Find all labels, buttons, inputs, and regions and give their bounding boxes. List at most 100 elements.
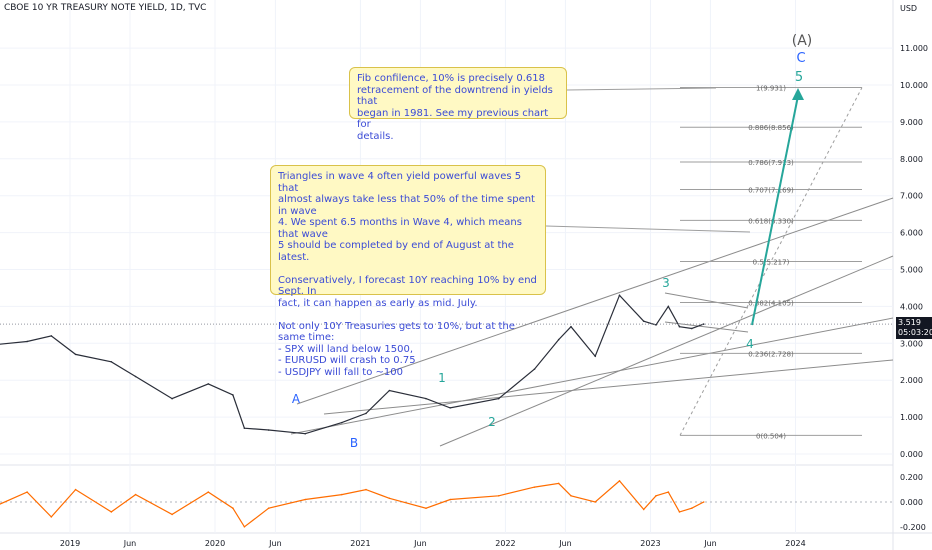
time-tick-label: 2024: [785, 539, 805, 548]
oscillator-point: [449, 498, 452, 501]
oscillator-point: [618, 480, 621, 482]
oscillator-point: [678, 511, 681, 513]
symbol-title: CBOE 10 YR TREASURY NOTE YIELD, 1D, TVC: [4, 3, 207, 13]
oscillator-tick-label: 0.000: [900, 498, 923, 507]
last-price-tag: 3.519 05:03:20: [896, 317, 932, 339]
price-tick-label: 2.000: [900, 376, 923, 385]
price-point: [678, 325, 681, 328]
note-connector: [545, 225, 751, 233]
time-tick-label: Jun: [413, 539, 427, 548]
wave-5-projection: [545, 87, 804, 326]
last-price: 3.519: [898, 318, 921, 327]
time-tick-label: 2020: [205, 539, 225, 548]
fib-level-label: 0.786(7.913): [748, 159, 794, 167]
time-tick-label: 2019: [60, 539, 80, 548]
time-tick-label: Jun: [558, 539, 572, 548]
oscillator-point: [702, 501, 705, 503]
time-tick-label: Jun: [123, 539, 137, 548]
price-point: [74, 353, 77, 356]
fib-confluence-note[interactable]: Fib confilence, 10% is precisely 0.618 r…: [349, 67, 567, 142]
fib-level-label: 0.5(5.217): [753, 258, 790, 266]
oscillator-point: [340, 493, 343, 496]
price-point: [50, 335, 53, 337]
oscillator-point: [594, 501, 597, 503]
oscillator-point: [425, 507, 427, 510]
price-tick-label: 7.000: [900, 192, 923, 201]
oscillator-point: [690, 507, 693, 510]
oscillator-point: [304, 498, 307, 501]
wave-label: 1: [438, 371, 446, 385]
oscillator-pane: [0, 480, 893, 528]
oscillator-point: [232, 507, 234, 510]
oscillator-point: [365, 488, 367, 491]
wave-label: 5: [795, 70, 803, 85]
price-point: [171, 397, 173, 400]
price-point: [570, 325, 572, 328]
projection-arrow-line: [751, 95, 799, 326]
wave-label: A: [292, 392, 301, 406]
oscillator-point: [642, 508, 645, 511]
price-series: [0, 294, 893, 435]
price-point: [267, 429, 270, 431]
price-tick-label: 6.000: [900, 229, 923, 238]
price-point: [207, 383, 210, 385]
oscillator-point: [655, 495, 657, 497]
price-point: [232, 394, 234, 396]
oscillator-point: [26, 491, 28, 493]
fib-level-label: 0.382(4.105): [748, 300, 794, 308]
price-line: [0, 294, 704, 435]
time-tick-label: 2021: [350, 539, 370, 548]
trend-channel-lines: [290, 197, 894, 447]
note-connector: [566, 87, 717, 91]
oscillator-point: [243, 526, 246, 528]
wave-label: 2: [488, 415, 496, 429]
wave-label: B: [350, 436, 358, 450]
triangle-forecast-note[interactable]: Triangles in wave 4 often yield powerful…: [270, 165, 546, 378]
oscillator-line: [0, 480, 704, 528]
price-point: [449, 407, 452, 409]
price-tick-label: 11.000: [900, 44, 928, 53]
price-point: [642, 320, 645, 322]
fib-level-label: 0.886(8.856): [748, 124, 794, 132]
oscillator-point: [74, 488, 77, 491]
price-point: [388, 389, 391, 392]
oscillator-tick-label: 0.200: [900, 473, 923, 482]
fib-level-label: 0(0.504): [756, 432, 786, 440]
trend-line: [290, 317, 894, 435]
bar-countdown: 05:03:20: [898, 328, 932, 337]
time-tick-label: 2023: [640, 539, 660, 548]
wave-label: (A): [792, 33, 813, 49]
oscillator-point: [557, 482, 560, 485]
oscillator-point: [267, 507, 270, 510]
price-point: [618, 294, 621, 297]
fib-level-label: 0.707(7.169): [748, 186, 794, 194]
price-point: [26, 340, 28, 343]
price-tick-label: 4.000: [900, 302, 923, 311]
price-point: [533, 368, 536, 370]
wave-label: 3: [662, 276, 670, 290]
fib-retracement: 1(9.931) 0.886(8.856) 0.786(7.913) 0.707(7.…: [679, 85, 863, 440]
price-tick-label: 3.000: [900, 339, 923, 348]
trend-line: [296, 197, 894, 405]
oscillator-point: [667, 491, 670, 493]
oscillator-point: [207, 491, 210, 493]
oscillator-point: [171, 513, 173, 516]
price-point: [304, 432, 307, 435]
wave-label: 4: [746, 337, 754, 351]
oscillator-point: [497, 495, 500, 497]
price-axis[interactable]: 0.000 1.000 2.000 3.000 4.000 5.000 6.000 7.000…: [900, 4, 928, 532]
time-axis[interactable]: Jun2019Jun2020Jun2021Jun2022Jun2023Jun20…: [0, 539, 806, 548]
price-tick-label: 9.000: [900, 118, 923, 127]
wave-labels: (A) C 5 A B 1 2 3 4: [292, 33, 812, 450]
oscillator-point: [388, 497, 391, 500]
trend-line: [323, 359, 894, 415]
trend-line: [664, 292, 749, 309]
price-point: [110, 360, 113, 363]
oscillator-point: [570, 495, 572, 497]
price-tick-label: 1.000: [900, 413, 923, 422]
wave-label: C: [796, 51, 805, 66]
price-point: [425, 397, 427, 400]
price-point: [365, 412, 367, 415]
oscillator-point: [134, 493, 137, 496]
price-tick-label: 10.000: [900, 81, 928, 90]
